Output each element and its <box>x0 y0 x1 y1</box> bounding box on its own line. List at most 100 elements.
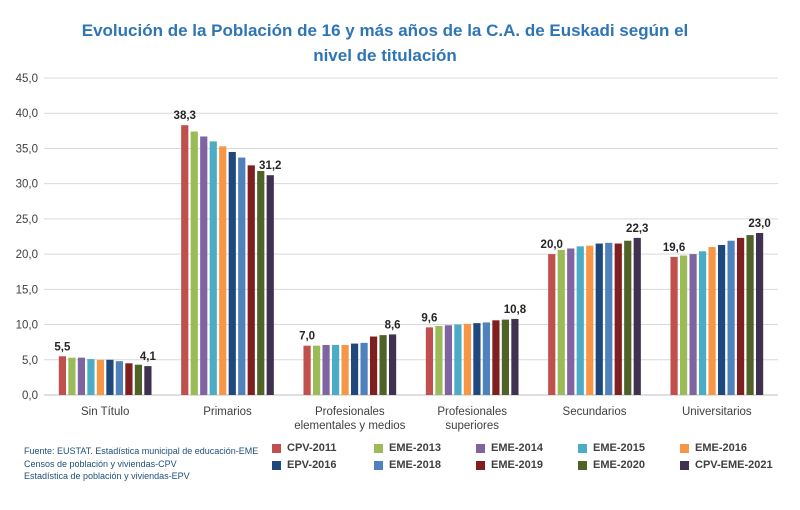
bar <box>736 237 745 395</box>
data-label: 31,2 <box>259 160 281 172</box>
bar <box>679 255 688 395</box>
bar <box>548 254 556 395</box>
legend-item: EME-2015 <box>578 442 680 454</box>
bar <box>727 240 735 395</box>
bar <box>670 256 678 395</box>
legend-label: EME-2013 <box>389 442 441 454</box>
bar <box>115 361 124 395</box>
bar <box>614 243 622 395</box>
legend-item: EME-2019 <box>476 459 578 471</box>
bar <box>58 356 67 395</box>
legend-label: EPV-2016 <box>287 459 337 471</box>
bar <box>501 319 510 395</box>
y-tick-label: 45,0 <box>16 73 38 85</box>
x-category-label: elementales y medios <box>294 420 405 432</box>
source-line: Fuente: EUSTAT. Estadística municipal de… <box>24 446 259 456</box>
bar <box>746 235 754 395</box>
data-label: 10,8 <box>504 304 527 316</box>
bar <box>444 325 453 395</box>
bar <box>238 157 246 395</box>
y-tick-label: 35,0 <box>16 143 38 155</box>
x-category-label: Primarios <box>203 406 252 418</box>
legend-item: CPV-2011 <box>272 442 374 454</box>
x-category-label: Sin Título <box>81 406 129 418</box>
bar <box>633 237 641 395</box>
legend-label: EME-2015 <box>593 442 645 454</box>
bar <box>106 359 114 395</box>
bar <box>624 240 632 395</box>
x-category-label: superiores <box>445 420 499 432</box>
bar <box>209 141 217 395</box>
bar <box>125 363 133 395</box>
bar <box>492 320 500 395</box>
bar <box>350 343 359 395</box>
y-tick-label: 25,0 <box>16 214 38 226</box>
x-category-label: Profesionales <box>315 406 385 418</box>
bar <box>341 344 349 395</box>
source-note: Fuente: EUSTAT. Estadística municipal de… <box>24 445 258 483</box>
y-tick-label: 0,0 <box>22 390 38 402</box>
bar <box>425 327 434 395</box>
chart-title-line1: Evolución de la Población de 16 y más añ… <box>81 21 689 40</box>
source-line: Estadística de población y viviendas-EPV <box>24 471 190 481</box>
legend-label: CPV-EME-2021 <box>695 459 773 471</box>
legend-item: EME-2013 <box>374 442 476 454</box>
bar <box>708 247 716 395</box>
bar <box>144 366 152 395</box>
data-label: 22,3 <box>626 223 648 235</box>
bar <box>200 136 208 396</box>
y-tick-label: 15,0 <box>16 284 38 296</box>
bar <box>257 170 265 395</box>
bar <box>331 344 340 395</box>
chart-title: Evolución de la Población de 16 y más añ… <box>0 18 770 68</box>
bar <box>247 165 255 395</box>
bar-chart: 0,0 5,0 10,0 15,0 20,0 25,0 30,0 35,0 40,0 45,0 5,… <box>16 73 778 432</box>
data-label: 5,5 <box>54 341 71 353</box>
bar <box>369 336 378 395</box>
bar <box>228 151 236 395</box>
x-category-label: Universitarios <box>682 406 752 418</box>
y-tick-label: 30,0 <box>16 179 38 191</box>
bar <box>77 357 86 395</box>
legend-item: EME-2018 <box>374 459 476 471</box>
bar <box>567 248 575 395</box>
legend-swatch <box>374 460 383 470</box>
legend-swatch <box>476 460 485 470</box>
bar <box>463 323 472 395</box>
x-category-label: Secundarios <box>563 406 627 418</box>
data-label: 9,6 <box>421 312 437 324</box>
bar <box>303 345 311 395</box>
data-label: 7,0 <box>299 331 315 343</box>
bar <box>87 359 95 395</box>
bar <box>689 254 697 395</box>
chart-title-line2: nivel de titulación <box>313 46 457 65</box>
legend-label: EME-2014 <box>491 442 543 454</box>
legend-swatch <box>272 443 281 453</box>
legend-label: EME-2019 <box>491 459 543 471</box>
legend-item: EME-2016 <box>680 442 780 454</box>
bar <box>219 146 227 395</box>
bar <box>435 325 443 395</box>
data-label: 4,1 <box>140 351 157 363</box>
bar <box>755 232 764 395</box>
bar <box>96 359 105 395</box>
bar <box>322 344 330 395</box>
bar <box>134 364 143 395</box>
bar <box>557 249 565 395</box>
data-label: 38,3 <box>174 110 196 122</box>
legend-label: EME-2020 <box>593 459 645 471</box>
chart-legend: CPV-2011 EME-2013 EME-2014 EME-2015 EME-2016… <box>272 442 792 471</box>
data-label: 23,0 <box>748 218 770 230</box>
legend-item: CPV-EME-2021 <box>680 459 780 471</box>
x-category-label: Profesionales <box>437 406 507 418</box>
bar <box>190 131 198 395</box>
legend-swatch <box>374 443 383 453</box>
bar <box>482 322 491 395</box>
legend-swatch <box>680 443 689 453</box>
legend-swatch <box>680 460 689 470</box>
legend-item: EME-2020 <box>578 459 680 471</box>
legend-label: EME-2016 <box>695 442 747 454</box>
data-label: 8,6 <box>385 319 401 331</box>
y-tick-label: 20,0 <box>16 249 38 261</box>
data-label: 19,6 <box>663 242 685 254</box>
